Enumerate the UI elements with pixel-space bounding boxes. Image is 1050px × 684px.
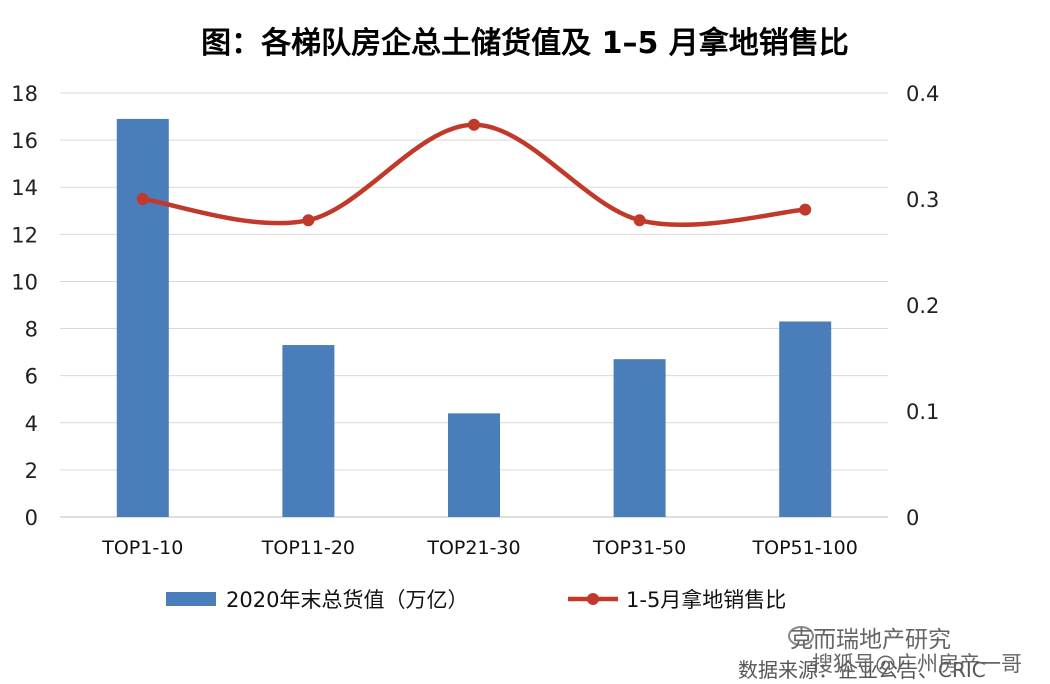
line-point: [136, 193, 149, 205]
line-series: [136, 118, 812, 227]
left-tick-label: 12: [11, 223, 38, 247]
line-point: [799, 203, 812, 216]
chart-title: 图：各梯队房企总土储货值及 1–5 月拿地销售比: [201, 26, 849, 61]
bar: [116, 118, 169, 518]
legend-label-bar: 2020年末总货值（万亿）: [226, 588, 468, 612]
bar: [779, 321, 832, 517]
line-point: [468, 118, 480, 131]
left-tick-label: 16: [11, 129, 38, 153]
right-tick-label: 0.4: [906, 82, 939, 106]
legend-label-line: 1-5月拿地销售比: [626, 588, 786, 612]
left-tick-label: 2: [25, 459, 38, 483]
left-tick-label: 4: [25, 412, 38, 436]
right-tick-label: 0.2: [906, 294, 939, 318]
watermark-main: 克而瑞地产研究: [790, 627, 951, 653]
left-tick-label: 8: [25, 318, 38, 342]
bar: [282, 345, 335, 517]
category-label: TOP21-30: [426, 537, 520, 559]
right-tick-label: 0: [906, 506, 919, 530]
right-tick-label: 0.1: [906, 400, 939, 424]
category-label: TOP51-100: [752, 537, 858, 559]
right-tick-label: 0.3: [906, 188, 939, 212]
category-label: TOP11-20: [261, 537, 355, 559]
bar-series: [116, 118, 832, 518]
left-tick-label: 18: [11, 82, 38, 106]
line-point: [633, 214, 646, 227]
watermark-sub: 搜狐号@广州房产一哥: [812, 652, 1022, 676]
source-note: 数据来源：企业公告、CRIC: [738, 658, 986, 682]
line-point: [302, 214, 315, 227]
bar: [613, 359, 666, 517]
left-tick-label: 6: [25, 365, 38, 389]
legend: 2020年末总货值（万亿） 1-5月拿地销售比: [166, 588, 786, 612]
left-tick-label: 0: [25, 506, 38, 530]
left-tick-label: 10: [11, 270, 38, 294]
category-label: TOP1-10: [101, 537, 183, 559]
bar: [448, 413, 500, 517]
legend-swatch-point: [587, 593, 599, 605]
axes: 0 2 4 6 8 10 12 14 16 18 0 0.1 0.2 0.3 0.4 TOP1-10 TOP11…: [11, 82, 939, 559]
left-tick-label: 14: [11, 176, 38, 200]
wechat-icon: [788, 626, 814, 646]
legend-swatch-bar: [166, 592, 216, 606]
category-label: TOP31-50: [592, 537, 686, 559]
